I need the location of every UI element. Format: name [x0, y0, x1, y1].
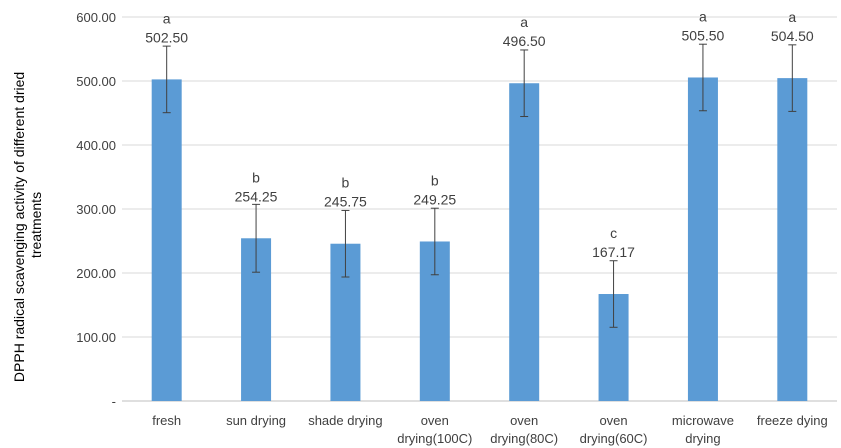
y-tick-label: -	[112, 394, 116, 409]
significance-letter: a	[163, 10, 171, 26]
significance-letter: a	[699, 8, 707, 24]
significance-letter: a	[520, 14, 528, 30]
y-tick-label: 600.00	[76, 10, 116, 25]
x-category-label-line: drying(80C)	[490, 431, 558, 446]
x-category-label: shade drying	[308, 413, 382, 428]
x-category-label: oven drying(60C)	[580, 413, 648, 446]
data-label: 505.50	[682, 27, 725, 43]
x-category-label: freeze dying	[757, 413, 828, 428]
y-tick-label: 500.00	[76, 74, 116, 89]
data-label: 254.25	[235, 188, 278, 204]
data-label: 496.50	[503, 33, 546, 49]
data-label: 245.75	[324, 194, 367, 210]
y-tick-label: 100.00	[76, 330, 116, 345]
x-category-label-line: oven	[599, 413, 627, 428]
x-category-label-line: drying	[685, 431, 720, 446]
y-axis-ticks: - 100.00 200.00 300.00 400.00 500.00 600.00	[76, 10, 116, 409]
y-tick-label: 300.00	[76, 202, 116, 217]
x-category-label-line: oven	[510, 413, 538, 428]
bar	[777, 78, 808, 402]
significance-letter: b	[252, 169, 260, 185]
x-category-label-line: oven	[421, 413, 449, 428]
data-label: 167.17	[592, 244, 635, 260]
bar	[151, 79, 182, 402]
x-category-label: microwave drying	[672, 413, 734, 446]
x-category-label-line: sun drying	[226, 413, 286, 428]
x-category-label: fresh	[152, 413, 181, 428]
bars	[151, 77, 808, 402]
data-label: 502.50	[145, 29, 188, 45]
x-category-label-line: freeze dying	[757, 413, 828, 428]
significance-letter: b	[342, 175, 350, 191]
data-label: 504.50	[771, 28, 814, 44]
significance-letter: a	[788, 9, 796, 25]
y-tick-label: 400.00	[76, 138, 116, 153]
x-axis-categories: fresh sun drying shade drying oven drying(10…	[152, 413, 827, 446]
x-category-label: oven drying(100C)	[397, 413, 472, 446]
x-category-label-line: drying(60C)	[580, 431, 648, 446]
bar	[687, 77, 718, 401]
grid-lines	[122, 16, 837, 402]
x-category-label-line: drying(100C)	[397, 431, 472, 446]
x-category-label-line: microwave	[672, 413, 734, 428]
error-bars	[162, 43, 797, 328]
x-category-label: oven drying(80C)	[490, 413, 558, 446]
data-label: 249.25	[413, 191, 456, 207]
significance-letter: b	[431, 172, 439, 188]
x-category-label-line: shade drying	[308, 413, 382, 428]
bar	[509, 83, 540, 402]
data-labels: a 502.50 b 254.25 b 245.75 b 249.25 a 496.50 c 167.…	[145, 8, 814, 260]
y-axis-title: DPPH radical scavenging activity of diff…	[11, 68, 44, 382]
x-category-label: sun drying	[226, 413, 286, 428]
y-tick-label: 200.00	[76, 266, 116, 281]
x-category-label-line: fresh	[152, 413, 181, 428]
significance-letter: c	[610, 225, 617, 241]
